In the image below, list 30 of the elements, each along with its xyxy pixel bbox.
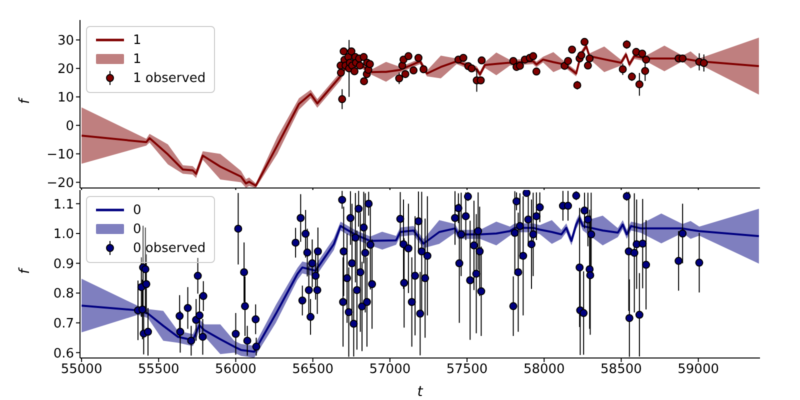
x-tick-label: 59000: [678, 362, 719, 378]
x-tick-label: 55000: [60, 362, 102, 378]
legend-label: 0: [133, 203, 142, 218]
x-tick-label: 56500: [292, 362, 334, 378]
legend-label: 1 observed: [133, 71, 206, 86]
y-axis-title: f: [16, 97, 33, 104]
text: 0: [133, 222, 142, 237]
y-tick-label: 10: [57, 90, 74, 106]
legend-label: 1: [133, 33, 142, 48]
legend-label: 0 observed: [133, 241, 206, 256]
x-tick-label: 57000: [369, 362, 411, 378]
x-axis-title: t: [417, 384, 424, 400]
y-tick-label: −20: [46, 176, 74, 191]
x-tick-label: 55500: [138, 362, 180, 378]
y-tick-label: 0.9: [53, 256, 74, 272]
x-tick-label: 58500: [600, 362, 642, 378]
y-tick-label: 30: [57, 34, 74, 49]
x-tick-label: 56000: [215, 362, 256, 378]
y-tick-label: 0.6: [53, 346, 74, 362]
y-tick-label: 0.7: [53, 316, 74, 332]
x-tick-label: 57500: [446, 362, 488, 378]
y-tick-label: 0.8: [53, 286, 74, 302]
y-tick-label: 1.1: [53, 197, 74, 212]
y-tick-label: 20: [57, 62, 74, 78]
text: 1: [133, 52, 142, 67]
y-tick-label: 0: [66, 118, 74, 134]
x-tick-label: 58000: [523, 362, 565, 378]
y-tick-label: −10: [46, 147, 74, 162]
y-axis-title: f: [16, 267, 33, 274]
y-tick-label: 1.0: [53, 227, 74, 242]
